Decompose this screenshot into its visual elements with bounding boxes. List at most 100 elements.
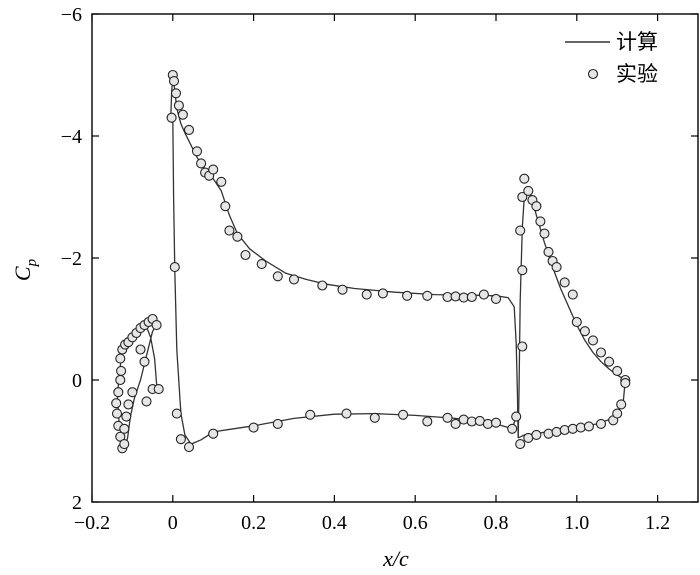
experiment-point <box>595 347 607 358</box>
experiment-point <box>248 422 259 433</box>
experiment-point <box>587 335 599 346</box>
experiment-point <box>123 399 134 410</box>
experiment-point <box>119 423 130 434</box>
legend-label-computed: 计算 <box>616 30 658 54</box>
experiment-point <box>490 293 502 304</box>
experiment-point <box>515 439 526 450</box>
experiment-point <box>177 109 188 120</box>
experiment-point <box>398 409 409 420</box>
experiment-point <box>170 88 182 99</box>
experiment-point <box>111 408 123 419</box>
experiment-point <box>531 429 542 440</box>
x-tick-label: 1.2 <box>645 512 670 534</box>
experiment-point <box>272 271 283 282</box>
svg-text:Cp: Cp <box>10 258 40 281</box>
experiment-point <box>305 409 316 420</box>
legend-label-experiment: 实验 <box>616 62 658 86</box>
experiment-point <box>127 387 138 398</box>
experiment-point <box>450 291 461 302</box>
x-axis-label: x/c <box>382 546 409 571</box>
x-tick-label: 0 <box>168 512 178 534</box>
experiment-point <box>111 398 122 409</box>
y-axis-label-main: C <box>10 266 35 281</box>
experiment-point <box>517 265 528 276</box>
experiment-point <box>543 428 554 439</box>
computed-line-segment <box>172 117 517 445</box>
experiment-point <box>216 176 227 187</box>
experiment-point <box>507 423 518 434</box>
experiment-point <box>458 414 469 425</box>
x-tick-label: 1.0 <box>564 512 589 534</box>
experiment-point <box>288 274 300 285</box>
y-axis-label: Cp <box>10 258 40 281</box>
experiment-point <box>175 434 186 445</box>
y-tick-label: −6 <box>61 4 82 26</box>
experiment-point <box>559 277 570 288</box>
experiment-point <box>166 112 177 123</box>
experiment-point <box>317 280 328 291</box>
experiment-point <box>559 424 570 436</box>
experiment-point <box>511 411 522 422</box>
experiment-point <box>240 249 251 261</box>
experiment-point <box>531 201 542 212</box>
experiment-point <box>517 341 528 352</box>
experiment-point <box>119 439 130 450</box>
y-tick-label: −2 <box>61 248 82 270</box>
plot-frame <box>91 13 699 503</box>
experiment-point <box>422 290 433 301</box>
experiment-point <box>115 374 126 386</box>
y-tick-label: −4 <box>61 126 82 148</box>
experiment-point <box>168 76 180 87</box>
y-axis-label-sub: p <box>24 258 40 267</box>
experiment-point <box>466 291 477 303</box>
experiment-point <box>121 411 132 422</box>
experiment-point <box>141 396 152 407</box>
legend: 计算 实验 <box>565 30 658 86</box>
experiment-point <box>583 421 594 432</box>
experiment-point <box>256 259 267 270</box>
experiment-point <box>604 356 615 367</box>
experiment-point <box>482 418 493 429</box>
legend-marker-swatch <box>587 68 599 80</box>
experiment-point <box>135 344 146 355</box>
experiment-point <box>208 428 219 439</box>
experiment-point <box>490 417 502 428</box>
experiment-point <box>116 365 127 376</box>
x-tick-label: −0.2 <box>74 512 110 534</box>
experiment-point <box>113 387 124 398</box>
experiment-point <box>402 290 413 301</box>
experiment-point <box>551 262 562 273</box>
experiment-point <box>539 228 550 239</box>
experiment-point <box>115 353 126 364</box>
experiment-point <box>571 316 582 328</box>
experiment-point <box>171 408 182 419</box>
experiment-point <box>595 418 607 429</box>
y-tick-label: 2 <box>72 492 82 514</box>
x-tick-label: 0.6 <box>403 512 428 534</box>
experiment-point <box>535 216 546 227</box>
experiment-point <box>519 173 530 184</box>
experiment-point <box>450 418 461 429</box>
experiment-point <box>575 422 586 433</box>
experiment-point <box>183 442 195 453</box>
experiment-point <box>196 158 207 169</box>
experiment-point <box>616 399 627 410</box>
x-tick-label: 0.8 <box>484 512 509 534</box>
experiment-point <box>620 378 631 389</box>
experiment-point <box>337 284 348 295</box>
experiment-point <box>523 185 534 196</box>
experiment-point <box>543 246 554 257</box>
experiment-point <box>208 164 219 175</box>
experiment-point <box>183 124 195 135</box>
experiment-point <box>173 100 184 111</box>
experiment-point <box>151 320 162 331</box>
experiment-point <box>224 225 235 236</box>
experiment-point <box>579 326 590 337</box>
experiment-point <box>442 412 453 423</box>
experiment-point <box>361 289 372 300</box>
experiment-point <box>517 191 528 203</box>
computed-line-segment <box>170 74 519 438</box>
experiment-point <box>232 231 243 242</box>
experiment-point <box>422 416 433 427</box>
